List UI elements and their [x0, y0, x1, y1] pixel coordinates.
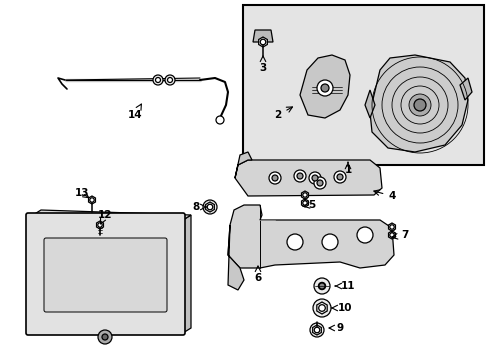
Circle shape	[336, 174, 342, 180]
Polygon shape	[88, 196, 95, 204]
Polygon shape	[96, 221, 103, 229]
Circle shape	[164, 75, 175, 85]
Circle shape	[309, 323, 324, 337]
Text: 3: 3	[259, 56, 266, 73]
Circle shape	[102, 334, 108, 340]
Bar	[243, 5, 483, 165]
Circle shape	[313, 177, 325, 189]
Polygon shape	[388, 231, 395, 239]
Circle shape	[260, 39, 265, 45]
Text: 9: 9	[328, 323, 343, 333]
Circle shape	[153, 75, 163, 85]
Text: 6: 6	[254, 266, 261, 283]
Circle shape	[318, 283, 325, 289]
Circle shape	[314, 328, 318, 332]
Text: 1: 1	[344, 162, 351, 175]
Polygon shape	[301, 191, 308, 199]
Polygon shape	[301, 199, 308, 207]
Circle shape	[98, 223, 102, 227]
Circle shape	[203, 200, 217, 214]
Circle shape	[413, 99, 425, 111]
Polygon shape	[235, 152, 251, 178]
Circle shape	[316, 80, 332, 96]
Polygon shape	[252, 30, 272, 42]
Circle shape	[308, 172, 320, 184]
Text: 10: 10	[331, 303, 351, 313]
Circle shape	[98, 330, 112, 344]
Text: 11: 11	[334, 281, 354, 291]
Circle shape	[207, 204, 212, 210]
Circle shape	[316, 180, 323, 186]
Circle shape	[268, 172, 281, 184]
Polygon shape	[312, 325, 321, 335]
Text: 8: 8	[192, 202, 205, 212]
Circle shape	[321, 234, 337, 250]
Polygon shape	[227, 225, 244, 290]
Circle shape	[216, 116, 224, 124]
Text: 7: 7	[391, 230, 408, 240]
Text: 14: 14	[127, 104, 142, 120]
Polygon shape	[369, 55, 467, 152]
Polygon shape	[33, 210, 191, 220]
Circle shape	[271, 175, 278, 181]
FancyBboxPatch shape	[26, 213, 184, 335]
Circle shape	[318, 282, 325, 289]
Text: 5: 5	[302, 200, 315, 210]
Polygon shape	[459, 78, 471, 100]
Circle shape	[302, 201, 306, 205]
Circle shape	[314, 327, 319, 333]
Text: 4: 4	[373, 190, 395, 201]
Circle shape	[356, 227, 372, 243]
Polygon shape	[235, 160, 381, 196]
Circle shape	[167, 77, 172, 82]
Circle shape	[296, 173, 303, 179]
Circle shape	[155, 77, 160, 82]
Circle shape	[320, 84, 328, 92]
Polygon shape	[205, 202, 214, 212]
Text: 12: 12	[98, 210, 112, 224]
Circle shape	[286, 234, 303, 250]
Polygon shape	[316, 302, 326, 314]
Text: 2: 2	[274, 107, 292, 120]
Polygon shape	[388, 223, 395, 231]
Circle shape	[389, 225, 393, 229]
Circle shape	[318, 305, 325, 311]
Circle shape	[312, 299, 330, 317]
Polygon shape	[227, 205, 393, 268]
Polygon shape	[183, 215, 191, 333]
Polygon shape	[258, 37, 267, 47]
Circle shape	[90, 198, 94, 202]
Circle shape	[302, 193, 306, 197]
Polygon shape	[299, 55, 349, 118]
Circle shape	[408, 94, 430, 116]
Circle shape	[311, 175, 317, 181]
Circle shape	[333, 171, 346, 183]
Circle shape	[313, 278, 329, 294]
Circle shape	[293, 170, 305, 182]
Polygon shape	[364, 90, 374, 118]
FancyBboxPatch shape	[44, 238, 167, 312]
Circle shape	[389, 233, 393, 237]
Text: 13: 13	[75, 188, 89, 198]
